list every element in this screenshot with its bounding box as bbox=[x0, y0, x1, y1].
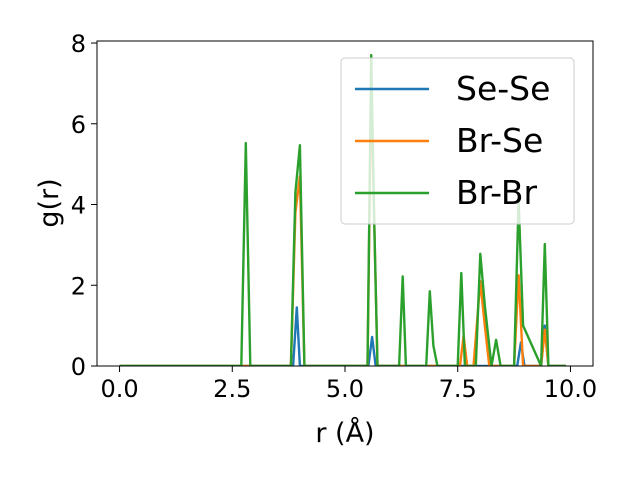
x-tick-label: 0.0 bbox=[100, 375, 138, 403]
y-tick-label: 2 bbox=[71, 272, 86, 300]
y-axis-label: g(r) bbox=[34, 178, 65, 227]
x-tick-label: 7.5 bbox=[439, 375, 477, 403]
y-tick-label: 0 bbox=[71, 353, 86, 381]
y-tick-label: 8 bbox=[71, 30, 86, 58]
legend-label: Br-Se bbox=[456, 121, 543, 160]
legend-box bbox=[340, 57, 575, 225]
x-tick-label: 10.0 bbox=[544, 375, 597, 403]
series-line-2 bbox=[119, 53, 566, 366]
y-tick-label: 4 bbox=[71, 192, 86, 220]
legend: Se-Se Br-Se Br-Br bbox=[340, 57, 575, 225]
legend-label: Se-Se bbox=[456, 69, 550, 108]
x-axis: 0.0 2.5 5.0 7.5 10.0 bbox=[100, 366, 597, 403]
legend-label: Br-Br bbox=[456, 173, 537, 212]
x-tick-label: 2.5 bbox=[213, 375, 251, 403]
y-tick-label: 6 bbox=[71, 111, 86, 139]
series-lines bbox=[119, 53, 566, 366]
x-tick-label: 5.0 bbox=[326, 375, 364, 403]
y-axis: 0 2 4 6 8 bbox=[71, 30, 97, 381]
x-axis-label: r (Å) bbox=[315, 417, 374, 449]
